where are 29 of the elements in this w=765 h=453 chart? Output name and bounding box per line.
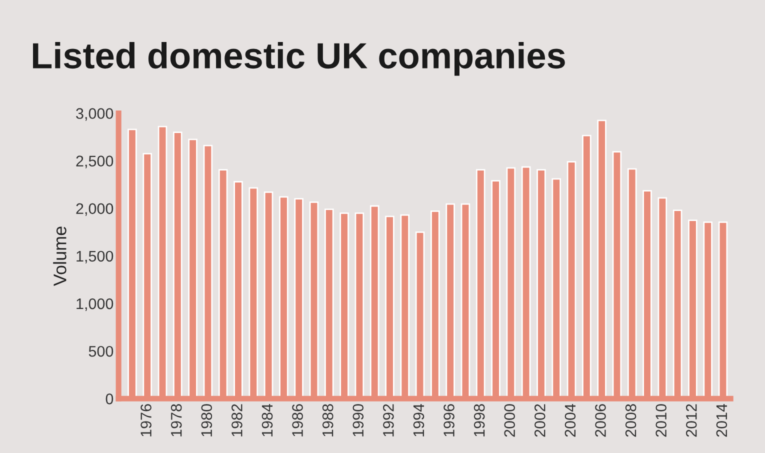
x-tick-label: 1994 xyxy=(413,404,424,436)
y-tick-label: 0 xyxy=(106,394,114,404)
y-tick-label: 1,000 xyxy=(76,298,114,311)
x-tick-label: 1996 xyxy=(444,404,454,436)
x-tick-label: 2008 xyxy=(625,404,636,437)
x-tick-label: 1984 xyxy=(262,404,273,436)
x-tick-label: 1992 xyxy=(383,404,394,436)
x-tick-label: 2002 xyxy=(534,404,546,437)
y-axis-title: Volume xyxy=(53,226,66,286)
x-tick-label: 2014 xyxy=(716,404,728,437)
x-tick-label: 1990 xyxy=(352,404,364,436)
y-tick-label: 3,000 xyxy=(76,108,114,121)
x-tick-label: 2004 xyxy=(564,404,576,437)
y-tick-label: 2,500 xyxy=(76,156,114,168)
x-tick-label: 2006 xyxy=(595,404,606,437)
x-tick-label: 2000 xyxy=(504,404,516,437)
y-tick-label: 2,000 xyxy=(76,203,114,216)
x-tick-label: 2010 xyxy=(656,404,667,437)
x-tick-label: 1998 xyxy=(474,404,485,436)
x-tick-label: 1982 xyxy=(232,404,242,436)
chart-title: Listed domestic UK companies xyxy=(33,42,565,76)
x-tick-label: 1978 xyxy=(170,404,182,436)
x-tick-label: 1986 xyxy=(292,404,303,436)
y-tick-label: 1,500 xyxy=(76,250,114,264)
x-tick-label: 1980 xyxy=(201,404,212,436)
x-tick-label: 1988 xyxy=(322,404,334,436)
y-tick-label: 500 xyxy=(88,346,114,357)
x-tick-label: 1976 xyxy=(140,404,152,436)
x-tick-label: 2012 xyxy=(686,404,697,437)
